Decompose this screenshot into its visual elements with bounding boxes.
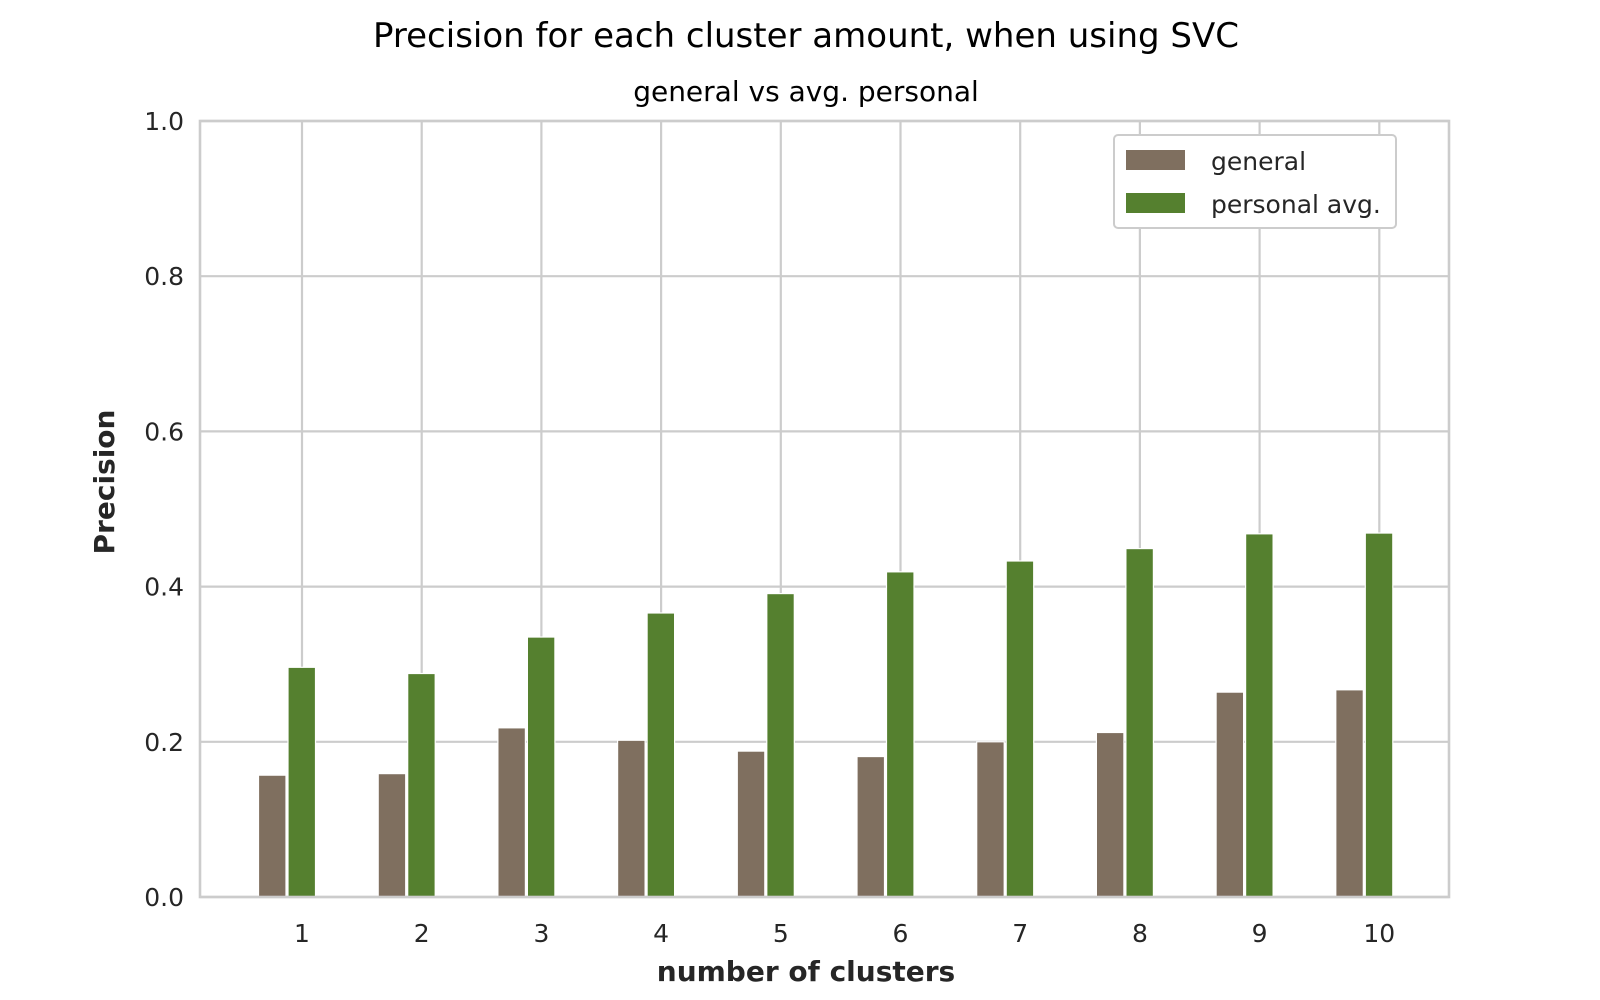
y-tick-label: 0.8 <box>144 262 184 291</box>
x-tick-label: 2 <box>414 919 430 948</box>
bar-general <box>1215 691 1245 898</box>
x-tick-label: 10 <box>1363 919 1395 948</box>
x-tick-label: 3 <box>533 919 549 948</box>
y-tick-label: 1.0 <box>144 107 184 136</box>
bar-general <box>616 739 646 898</box>
y-tick-label: 0.6 <box>144 417 184 446</box>
bar-general <box>856 755 886 898</box>
chart-title: Precision for each cluster amount, when … <box>373 16 1239 56</box>
bar-personal-avg <box>885 571 915 898</box>
bar-general <box>1335 689 1364 898</box>
bar-personal-avg <box>1244 533 1274 898</box>
bars <box>257 532 1394 898</box>
x-axis-ticks: 1 2 3 4 5 6 7 8 9 10 <box>294 919 1395 948</box>
x-tick-label: 6 <box>893 919 909 948</box>
bar-general <box>257 774 287 898</box>
x-tick-label: 4 <box>653 919 669 948</box>
y-tick-label: 0.0 <box>144 883 184 912</box>
legend: general personal avg. <box>1113 134 1397 229</box>
legend-label-general: general <box>1211 147 1306 176</box>
x-tick-label: 5 <box>773 919 789 948</box>
x-axis-label: number of clusters <box>657 955 955 988</box>
plot-frame <box>198 119 1451 899</box>
y-tick-label: 0.2 <box>144 728 184 757</box>
bar-personal-avg <box>646 612 676 898</box>
bar-personal-avg <box>407 672 436 898</box>
bar-general <box>736 750 766 898</box>
bar-general <box>377 773 407 898</box>
chart-subtitle: general vs avg. personal <box>633 75 979 108</box>
bar-personal-avg <box>1364 532 1394 898</box>
bar-personal-avg <box>1125 547 1155 898</box>
legend-swatch-general <box>1126 150 1185 170</box>
x-tick-label: 1 <box>294 919 310 948</box>
x-tick-label: 7 <box>1012 919 1028 948</box>
y-axis-label: Precision <box>88 410 121 555</box>
y-tick-label: 0.4 <box>144 573 184 602</box>
bar-general <box>976 741 1005 898</box>
y-axis-ticks: 0.0 0.2 0.4 0.6 0.8 1.0 <box>144 107 184 912</box>
legend-label-personal-avg: personal avg. <box>1211 190 1381 219</box>
bar-personal-avg <box>766 592 795 898</box>
bar-personal-avg <box>526 636 556 898</box>
bar-general <box>497 727 526 898</box>
x-tick-label: 9 <box>1252 919 1268 948</box>
x-tick-label: 8 <box>1132 919 1148 948</box>
bar-personal-avg <box>287 666 317 898</box>
bar-personal-avg <box>1005 560 1035 898</box>
bar-general <box>1095 731 1125 898</box>
legend-swatch-personal-avg <box>1126 193 1185 213</box>
